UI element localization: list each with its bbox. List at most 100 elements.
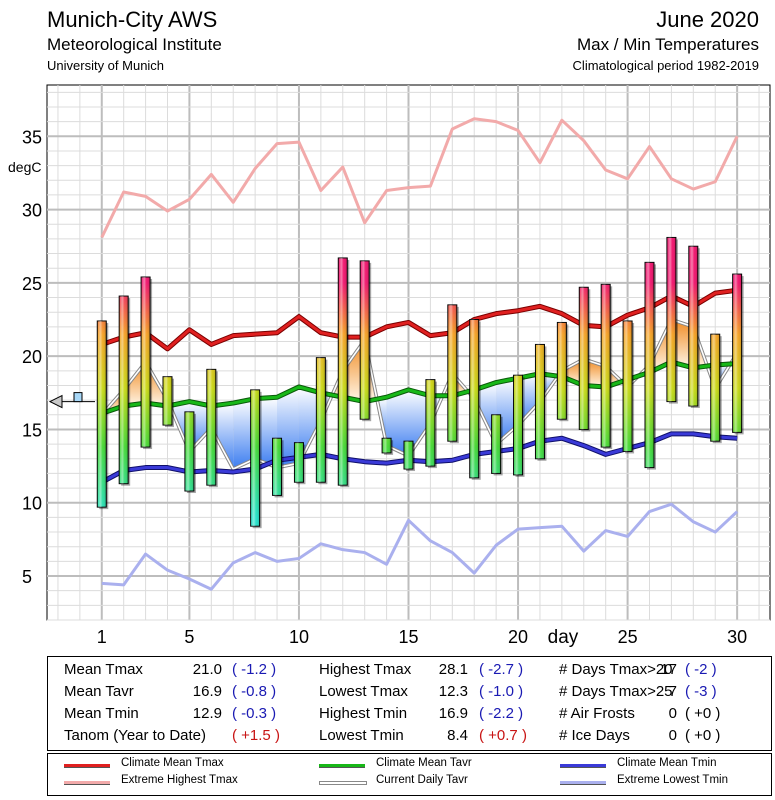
- stat-label: Mean Tavr: [64, 683, 134, 700]
- stat-anomaly: ( -2.7 ): [479, 661, 524, 678]
- stat-anomaly: ( -3 ): [685, 683, 717, 700]
- stat-label: Lowest Tmin: [319, 727, 404, 744]
- bar-highlight: [535, 344, 545, 459]
- stat-value: 17: [660, 661, 677, 678]
- legend-swatch: [64, 781, 110, 784]
- stat-label: # Ice Days: [559, 727, 630, 744]
- x-tick-label: 30: [727, 627, 747, 647]
- bar-highlight: [360, 260, 370, 420]
- stat-value: 7: [668, 683, 677, 700]
- bar-highlight: [206, 369, 216, 486]
- stats-row: Tanom (Year to Date) ( +1.5 ) Lowest Tmi…: [48, 727, 771, 749]
- bar-highlight: [579, 287, 589, 430]
- stats-row: Mean Tmax 21.0 ( -1.2 ) Highest Tmax 28.…: [48, 661, 771, 683]
- university-name: University of Munich: [47, 58, 165, 73]
- stat-anomaly: ( +1.5 ): [232, 727, 280, 744]
- legend-swatch: [319, 764, 365, 767]
- bar-highlight: [688, 246, 698, 406]
- stat-anomaly: ( +0.7 ): [479, 727, 527, 744]
- legend-label: Extreme Highest Tmax: [121, 774, 238, 786]
- month-title: June 2020: [656, 7, 759, 32]
- tanom-marker: [48, 392, 95, 409]
- tanom-bar: [73, 392, 83, 403]
- x-tick-label: 20: [508, 627, 528, 647]
- bar-highlight: [513, 375, 523, 475]
- bar-highlight: [316, 357, 326, 483]
- cold-anomaly-area: [408, 389, 431, 456]
- bar-highlight: [404, 441, 413, 470]
- y-tick-label: 15: [22, 420, 42, 440]
- bar-highlight: [491, 414, 501, 474]
- warm-anomaly-area: [671, 319, 694, 368]
- stat-value: 21.0: [192, 661, 222, 678]
- extreme-highest-tmax-line: [100, 117, 739, 239]
- stat-anomaly: ( +0 ): [685, 705, 721, 722]
- stat-label: Mean Tmin: [64, 705, 139, 722]
- stat-anomaly: ( -0.8 ): [232, 683, 277, 700]
- legend-swatch: [64, 764, 110, 767]
- bar-highlight: [666, 237, 676, 402]
- x-axis-label: day: [548, 627, 579, 648]
- bar-highlight: [645, 262, 654, 468]
- warm-anomaly-area: [342, 340, 365, 402]
- stat-anomaly: ( -0.3 ): [232, 705, 277, 722]
- x-tick-label: 5: [184, 627, 194, 647]
- stat-label: Tanom (Year to Date): [64, 727, 207, 744]
- stat-anomaly: ( -1.2 ): [232, 661, 277, 678]
- tanom-arrow-icon: [48, 394, 63, 409]
- stat-label: # Days Tmax>25: [559, 683, 673, 700]
- x-tick-label: 1: [97, 627, 107, 647]
- climate-mean-tmax-line: [101, 288, 738, 351]
- stat-label: # Air Frosts: [559, 705, 635, 722]
- cold-anomaly-area: [189, 401, 212, 452]
- stat-anomaly: ( -1.0 ): [479, 683, 524, 700]
- bar-highlight: [294, 442, 304, 483]
- cold-anomaly-area: [518, 373, 540, 426]
- bar-highlight: [141, 277, 151, 448]
- bar-highlight: [272, 438, 282, 496]
- cold-anomaly-area: [298, 386, 321, 464]
- stat-label: Mean Tmax: [64, 661, 143, 678]
- bar-highlight: [732, 274, 742, 433]
- x-tick-label: 10: [289, 627, 309, 647]
- bar-highlight: [119, 296, 129, 484]
- cold-anomaly-area: [277, 386, 299, 468]
- climatological-period: Climatological period 1982-2019: [572, 58, 759, 73]
- daily-range-bars: [96, 236, 744, 529]
- statistics-panel: Mean Tmax 21.0 ( -1.2 ) Highest Tmax 28.…: [47, 656, 772, 751]
- chart-subtitle: Max / Min Temperatures: [576, 35, 759, 54]
- bar-highlight: [250, 389, 260, 527]
- y-tick-label: 10: [22, 494, 42, 514]
- station-title: Munich-City AWS: [47, 7, 218, 32]
- cold-anomaly-area: [233, 398, 256, 470]
- stat-anomaly: ( -2.2 ): [479, 705, 524, 722]
- bar-highlight: [447, 304, 457, 442]
- stat-value: 12.3: [438, 683, 468, 700]
- legend-label: Climate Mean Tmin: [617, 757, 717, 769]
- bar-highlight: [97, 320, 107, 508]
- stat-value: 0: [668, 727, 677, 744]
- stat-value: 16.9: [192, 683, 222, 700]
- stat-value: 12.9: [192, 705, 222, 722]
- bar-highlight: [623, 320, 633, 452]
- cold-anomaly-area: [386, 389, 409, 456]
- stat-value: 8.4: [447, 727, 468, 744]
- bar-highlight: [425, 379, 435, 467]
- y-tick-label: 35: [22, 127, 42, 147]
- bar-highlight: [382, 438, 392, 453]
- stat-anomaly: ( +0 ): [685, 727, 721, 744]
- legend-label: Extreme Lowest Tmin: [617, 774, 728, 786]
- stat-label: Lowest Tmax: [319, 683, 408, 700]
- warm-anomaly-area: [123, 362, 146, 406]
- x-tick-label: 15: [398, 627, 418, 647]
- bar-highlight: [338, 257, 348, 486]
- legend-swatch: [560, 781, 606, 784]
- legend-label: Climate Mean Tavr: [376, 757, 472, 769]
- stat-value: 0: [668, 705, 677, 722]
- stat-label: Highest Tmax: [319, 661, 412, 678]
- stat-value: 28.1: [438, 661, 468, 678]
- stat-label: # Days Tmax>20: [559, 661, 673, 678]
- cold-anomaly-area: [211, 403, 234, 470]
